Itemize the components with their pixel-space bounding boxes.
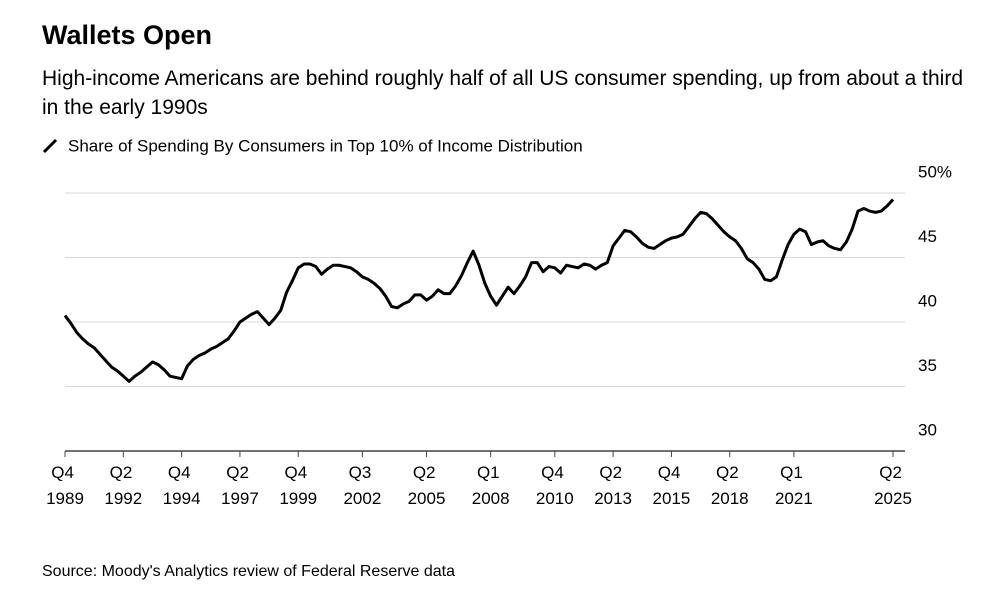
y-tick-label: 45 <box>918 227 937 246</box>
x-tick-label: Q3 2002 <box>343 463 381 508</box>
x-tick-label: Q4 2015 <box>653 463 691 508</box>
x-tick-label: Q2 2013 <box>594 463 632 508</box>
y-tick-label: 40 <box>918 291 937 310</box>
legend-label: Share of Spending By Consumers in Top 10… <box>68 136 583 155</box>
data-line <box>63 198 895 383</box>
y-tick-label: 30 <box>918 420 937 439</box>
x-tick-label: Q4 1994 <box>163 463 201 508</box>
legend-swatch <box>42 138 58 154</box>
x-tick-label: Q4 1999 <box>279 463 317 508</box>
y-tick-label: 50% <box>918 162 952 181</box>
x-tick-label: Q2 2025 <box>874 463 912 508</box>
x-tick-label: Q2 2018 <box>711 463 749 508</box>
x-tick-label: Q2 2005 <box>408 463 446 508</box>
x-tick-label: Q2 1997 <box>221 463 259 508</box>
source-note: Source: Moody's Analytics review of Fede… <box>42 563 455 580</box>
chart-subtitle: High-income Americans are behind roughly… <box>42 67 963 119</box>
x-tick-label: Q1 2008 <box>472 463 510 508</box>
x-tick-label: Q1 2021 <box>775 463 813 508</box>
y-tick-label: 35 <box>918 356 937 375</box>
chart-title: Wallets Open <box>42 20 213 50</box>
x-tick-label: Q4 1989 <box>46 463 84 508</box>
x-tick-label: Q4 2010 <box>536 463 574 508</box>
x-tick-label: Q2 1992 <box>104 463 142 508</box>
